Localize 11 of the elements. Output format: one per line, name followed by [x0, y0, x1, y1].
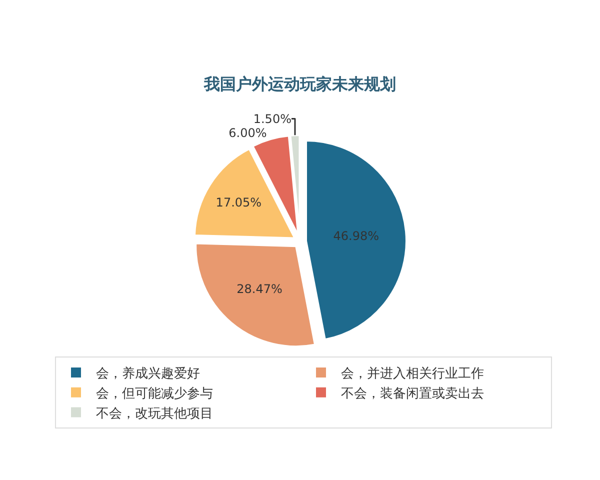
legend-label: 会，并进入相关行业工作 — [341, 366, 484, 382]
legend-label: 会，养成兴趣爱好 — [96, 366, 200, 382]
data-label: 6.00% — [228, 126, 267, 140]
chart-title: 我国户外运动玩家未来规划 — [203, 74, 396, 94]
data-label: 17.05% — [216, 196, 262, 210]
legend-label: 不会，改玩其他项目 — [96, 406, 213, 422]
data-label: 1.50% — [253, 112, 292, 126]
legend-label: 不会，装备闲置或卖出去 — [341, 386, 484, 402]
data-label: 46.98% — [333, 229, 380, 244]
data-label: 28.47% — [236, 282, 282, 296]
legend-label: 会，但可能减少参与 — [96, 386, 213, 402]
